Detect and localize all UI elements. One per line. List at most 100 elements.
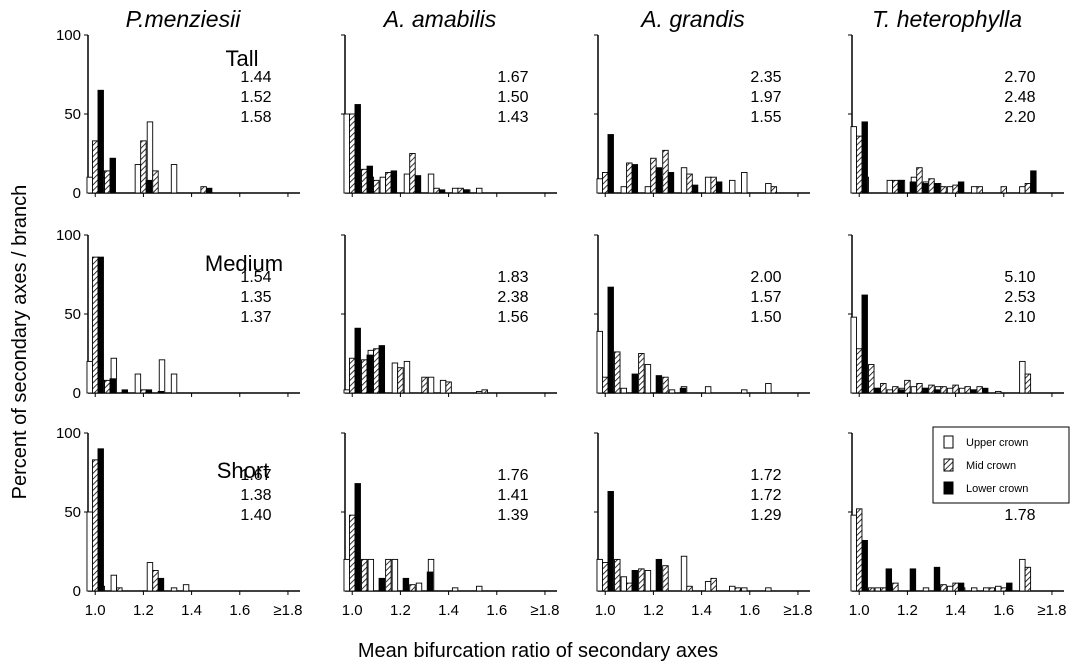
- bar-mid-crown: [152, 570, 159, 592]
- bar-upper-crown: [146, 562, 154, 592]
- bar-lower-crown: [873, 387, 880, 394]
- bar-upper-crown: [391, 362, 399, 394]
- bar-lower-crown: [691, 184, 699, 194]
- bar-lower-crown: [97, 448, 104, 592]
- bar-mid-crown: [445, 381, 452, 394]
- bar-mid-crown: [916, 383, 923, 394]
- bar-upper-crown: [680, 167, 688, 194]
- bar-upper-crown: [970, 186, 978, 194]
- bar-mid-crown: [140, 389, 147, 394]
- bar-upper-crown: [970, 587, 978, 592]
- bar-upper-crown: [1019, 558, 1026, 592]
- bar-upper-crown: [983, 587, 990, 592]
- bar-upper-crown: [343, 389, 350, 394]
- bar-mid-crown: [1000, 186, 1007, 194]
- bar-lower-crown: [390, 170, 398, 194]
- bar-lower-crown: [378, 577, 386, 592]
- y-tick-label: 100: [56, 425, 81, 442]
- x-tick-label: ≥1.8: [273, 602, 302, 619]
- bar-mid-crown: [104, 170, 111, 194]
- bar-upper-crown: [1019, 360, 1026, 394]
- bar-upper-crown: [765, 183, 772, 194]
- x-tick-label: 1.2: [897, 602, 918, 619]
- bar-lower-crown: [897, 179, 905, 194]
- y-tick-label: 50: [64, 306, 81, 323]
- legend-swatch-mid: [943, 458, 954, 472]
- bar-upper-crown: [680, 555, 688, 592]
- bar-upper-crown: [427, 173, 435, 194]
- bar-upper-crown: [922, 587, 930, 592]
- bar-upper-crown: [765, 587, 772, 592]
- bar-mid-crown: [116, 587, 123, 592]
- bar-lower-crown: [354, 483, 361, 592]
- bar-lower-crown: [631, 164, 639, 194]
- y-tick-label: 0: [73, 185, 81, 202]
- species-title-t-heterophylla: T. heterophylla: [872, 6, 1022, 32]
- bar-mid-crown: [602, 172, 609, 194]
- bar-lower-crown: [354, 327, 361, 394]
- ratio-value: 1.52: [240, 89, 271, 106]
- bar-upper-crown: [379, 176, 387, 194]
- bar-lower-crown: [607, 286, 614, 394]
- bar-mid-crown: [457, 187, 464, 194]
- bar-upper-crown: [86, 360, 93, 394]
- bar-lower-crown: [97, 89, 104, 194]
- bar-upper-crown: [596, 330, 603, 394]
- x-tick-label: 1.4: [438, 602, 459, 619]
- bar-upper-crown: [403, 173, 411, 194]
- bar-upper-crown: [741, 389, 748, 394]
- bar-upper-crown: [170, 164, 178, 194]
- bar-lower-crown: [414, 175, 422, 194]
- bar-upper-crown: [596, 558, 603, 592]
- bar-upper-crown: [850, 316, 857, 394]
- bar-lower-crown: [157, 390, 165, 394]
- ratio-value: 1.50: [497, 89, 528, 106]
- bar-lower-crown: [157, 577, 165, 592]
- bar-mid-crown: [626, 162, 633, 194]
- panel-a-grandis-tall: 2.35 1.97 1.55: [594, 34, 810, 197]
- bar-mid-crown: [433, 187, 440, 194]
- x-tick-label: 1.0: [595, 602, 616, 619]
- bar-mid-crown: [373, 179, 380, 194]
- x-tick-label: 1.0: [849, 602, 870, 619]
- legend-box: [932, 426, 1070, 504]
- bar-mid-crown: [686, 585, 693, 592]
- panel-a-grandis-short: 1.0 1.2 1.4 1.6 ≥1.8 1.72 1.72 1.29: [594, 432, 813, 619]
- legend-label-lower: Lower crown: [966, 483, 1028, 495]
- bar-lower-crown: [957, 181, 965, 194]
- bar-upper-crown: [343, 558, 350, 592]
- bar-upper-crown: [765, 383, 772, 394]
- bar-upper-crown: [704, 581, 712, 592]
- bar-mid-crown: [1024, 183, 1032, 194]
- ratio-value: 1.78: [1004, 507, 1035, 524]
- bar-mid-crown: [662, 149, 669, 194]
- legend-swatch-upper: [943, 435, 954, 449]
- bar-lower-crown: [981, 387, 989, 394]
- histogram-panels: P.menziesii A. amabilis A. grandis T. heter…: [56, 6, 1067, 619]
- bar-mid-crown: [421, 376, 428, 394]
- ratio-value: 1.29: [750, 507, 781, 524]
- bar-upper-crown: [343, 113, 350, 194]
- bar-lower-crown: [655, 558, 663, 592]
- ratio-value: 5.10: [1004, 269, 1035, 286]
- bar-mid-crown: [614, 558, 621, 592]
- bar-mid-crown: [92, 140, 99, 194]
- bar-mid-crown: [385, 172, 392, 194]
- y-tick-label: 50: [64, 106, 81, 123]
- panel-a-amabilis-medium: 1.83 2.38 1.56: [341, 234, 557, 397]
- bar-lower-crown: [715, 181, 723, 194]
- bar-upper-crown: [850, 126, 857, 194]
- bar-mid-crown: [409, 584, 416, 592]
- legend-label-mid: Mid crown: [966, 460, 1016, 472]
- bar-lower-crown: [861, 121, 868, 194]
- bar-upper-crown: [729, 179, 736, 194]
- x-tick-label: 1.2: [643, 602, 664, 619]
- bar-mid-crown: [349, 514, 356, 592]
- bar-mid-crown: [1024, 566, 1032, 592]
- bar-lower-crown: [109, 157, 116, 194]
- bar-upper-crown: [958, 387, 966, 394]
- x-tick-label: ≥1.8: [530, 602, 559, 619]
- bar-mid-crown: [104, 379, 111, 394]
- bar-mid-crown: [892, 179, 899, 194]
- bar-lower-crown: [438, 189, 446, 194]
